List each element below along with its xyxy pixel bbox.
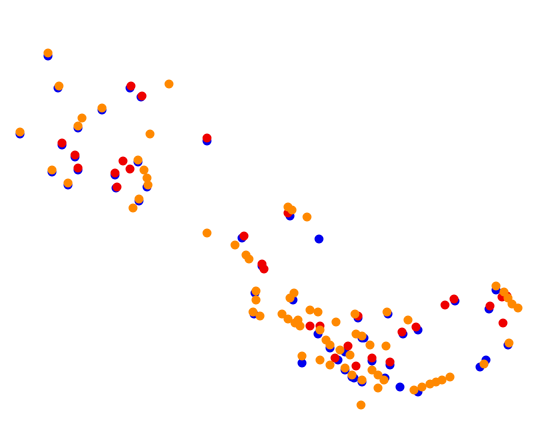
point <box>15 127 25 137</box>
point <box>395 382 405 392</box>
point <box>314 234 324 244</box>
point <box>340 363 350 373</box>
point <box>164 79 174 89</box>
point <box>202 133 212 143</box>
point <box>350 309 360 319</box>
point <box>287 205 297 215</box>
point <box>417 382 427 392</box>
point <box>440 300 450 310</box>
point <box>409 385 419 395</box>
point <box>283 314 293 324</box>
point <box>63 178 73 188</box>
point <box>491 281 501 291</box>
point <box>125 164 135 174</box>
point <box>255 311 265 321</box>
point <box>305 321 315 331</box>
point <box>239 231 249 241</box>
point <box>504 338 514 348</box>
point <box>411 322 421 332</box>
point <box>513 303 523 313</box>
point <box>137 91 147 101</box>
point <box>485 301 495 311</box>
point <box>259 264 269 274</box>
point <box>385 357 395 367</box>
point <box>479 359 489 369</box>
point <box>47 165 57 175</box>
point <box>305 305 315 315</box>
point <box>112 182 122 192</box>
point <box>325 340 335 350</box>
point <box>345 350 355 360</box>
point <box>110 168 120 178</box>
point <box>367 353 377 363</box>
point <box>73 163 83 173</box>
point <box>70 150 80 160</box>
point <box>128 203 138 213</box>
point <box>244 254 254 264</box>
point <box>118 156 128 166</box>
point <box>293 315 303 325</box>
point <box>302 212 312 222</box>
point <box>397 327 407 337</box>
point <box>57 138 67 148</box>
point <box>77 113 87 123</box>
point <box>356 400 366 410</box>
point <box>43 48 53 58</box>
point <box>325 360 335 370</box>
point <box>251 295 261 305</box>
point <box>445 372 455 382</box>
point <box>367 365 377 375</box>
point <box>313 307 323 317</box>
point <box>335 345 345 355</box>
point <box>347 370 357 380</box>
point <box>498 318 508 328</box>
point <box>381 341 391 351</box>
point <box>351 361 361 371</box>
point <box>449 294 459 304</box>
point <box>139 165 149 175</box>
point <box>331 317 341 327</box>
point <box>202 228 212 238</box>
point <box>230 240 240 250</box>
point <box>357 375 367 385</box>
point <box>343 341 353 351</box>
point <box>134 194 144 204</box>
point <box>330 353 340 363</box>
point <box>297 358 307 368</box>
point <box>373 383 383 393</box>
point <box>143 180 153 190</box>
point <box>382 307 392 317</box>
point <box>142 173 152 183</box>
point <box>248 307 258 317</box>
point <box>54 81 64 91</box>
point <box>403 315 413 325</box>
point <box>297 351 307 361</box>
point <box>277 309 287 319</box>
point <box>97 103 107 113</box>
point <box>373 370 383 380</box>
point <box>379 375 389 385</box>
point <box>315 325 325 335</box>
point <box>285 293 295 303</box>
point <box>315 355 325 365</box>
point <box>126 81 136 91</box>
point <box>251 286 261 296</box>
point <box>133 155 143 165</box>
point <box>145 129 155 139</box>
point <box>357 331 367 341</box>
point <box>365 340 375 350</box>
point <box>437 375 447 385</box>
point <box>73 121 83 131</box>
